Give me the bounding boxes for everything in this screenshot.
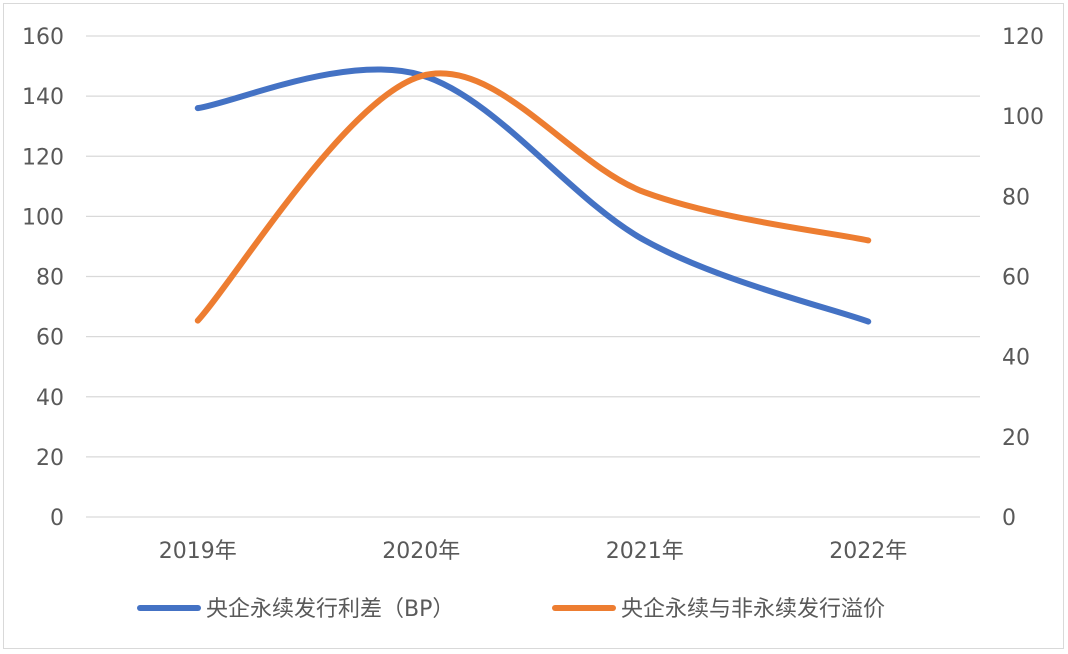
left-y-tick-label: 100 [22,205,64,230]
left-y-tick-label: 120 [22,145,64,170]
left-y-axis-ticks: 0 20 40 60 80 100 120 140 160 [22,25,64,531]
legend-label: 央企永续发行利差（BP） [206,597,454,622]
right-y-tick-label: 0 [1002,506,1016,531]
series-lines [194,66,872,325]
left-y-tick-label: 40 [36,386,64,411]
x-tick-label: 2021年 [606,539,684,564]
gridlines [86,35,980,518]
legend: 央企永续发行利差（BP） 央企永续与非永续发行溢价 [137,597,885,622]
left-y-tick-label: 80 [36,266,64,291]
x-axis-ticks: 2019年 2020年 2021年 2022年 [159,539,908,564]
right-y-tick-label: 60 [1002,266,1030,291]
x-tick-label: 2019年 [159,539,237,564]
left-y-tick-label: 60 [36,326,64,351]
right-y-tick-label: 100 [1002,105,1044,130]
right-y-tick-label: 40 [1002,346,1030,371]
x-tick-label: 2020年 [382,539,460,564]
x-tick-label: 2022年 [829,539,907,564]
chart-frame [3,3,1064,649]
legend-label: 央企永续与非永续发行溢价 [621,597,885,622]
left-y-tick-label: 20 [36,446,64,471]
right-y-tick-label: 120 [1002,25,1044,50]
series-line [194,70,872,324]
right-y-axis-ticks: 0 20 40 60 80 100 120 [1002,25,1044,531]
right-y-tick-label: 20 [1002,426,1030,451]
series-line [194,66,872,325]
left-y-tick-label: 0 [50,506,64,531]
left-y-tick-label: 140 [22,85,64,110]
right-y-tick-label: 80 [1002,185,1030,210]
left-y-tick-label: 160 [22,25,64,50]
